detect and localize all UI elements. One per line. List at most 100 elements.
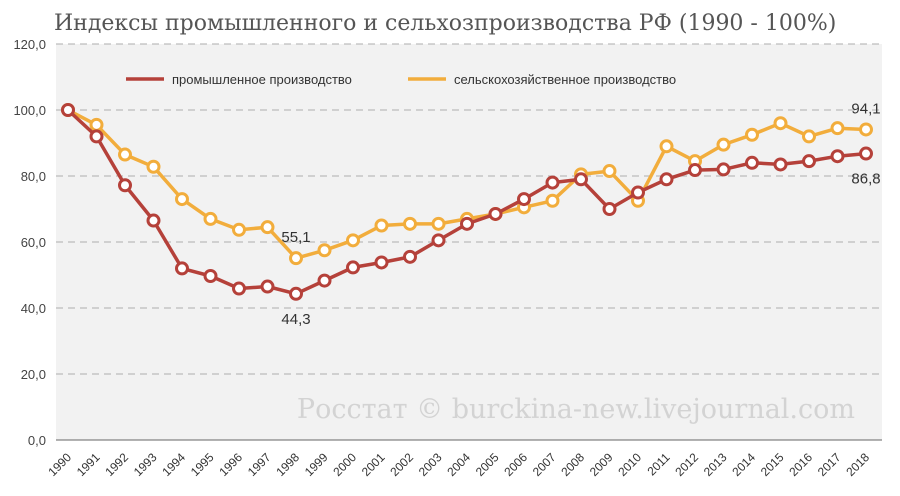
- data-point-industrial: [260, 279, 275, 294]
- legend-label-agricultural: сельскохозяйственное производство: [454, 72, 676, 87]
- x-tick-label: 2018: [843, 450, 872, 479]
- data-label: 44,3: [281, 311, 310, 328]
- data-point-industrial: [802, 154, 816, 169]
- x-tick-label: 2009: [587, 450, 616, 479]
- data-point-industrial: [574, 172, 588, 187]
- data-point-industrial: [688, 163, 702, 178]
- x-tick-label: 1997: [245, 450, 274, 479]
- series: [61, 103, 873, 301]
- x-tick-label: 2016: [786, 450, 815, 479]
- data-point-industrial: [745, 155, 759, 170]
- data-point-agricultural: [403, 216, 417, 231]
- y-tick-label: 80,0: [21, 169, 46, 184]
- x-tick-label: 2010: [615, 450, 644, 479]
- data-point-industrial: [203, 268, 218, 283]
- x-tick-label: 1996: [216, 450, 245, 479]
- y-tick-label: 60,0: [21, 235, 46, 250]
- data-point-industrial: [317, 273, 332, 288]
- data-point-industrial: [545, 175, 560, 190]
- x-tick-label: 2007: [530, 450, 559, 479]
- legend: промышленное производство сельскохозяйст…: [126, 72, 676, 87]
- data-point-agricultural: [545, 193, 560, 208]
- data-point-industrial: [89, 129, 104, 144]
- y-tick-label: 120,0: [13, 37, 46, 52]
- data-point-agricultural: [260, 220, 275, 235]
- x-tick-label: 2000: [330, 450, 359, 479]
- data-point-industrial: [859, 146, 873, 161]
- gridlines: [56, 43, 882, 441]
- y-tick-label: 0,0: [28, 433, 46, 448]
- data-label: 94,1: [851, 100, 880, 117]
- data-point-industrial: [175, 261, 189, 276]
- y-tick-label: 40,0: [21, 301, 46, 316]
- data-point-agricultural: [859, 122, 873, 137]
- data-point-industrial: [517, 192, 531, 207]
- data-label: 55,1: [281, 229, 310, 246]
- x-tick-label: 2008: [558, 450, 587, 479]
- data-point-industrial: [61, 103, 75, 117]
- data-point-agricultural: [146, 159, 161, 174]
- x-tick-label: 2014: [729, 450, 758, 479]
- x-tick-label: 1993: [131, 450, 160, 479]
- x-tick-label: 2012: [672, 450, 701, 479]
- data-point-industrial: [830, 149, 845, 164]
- data-point-industrial: [346, 260, 360, 275]
- x-tick-label: 1995: [188, 450, 217, 479]
- data-point-industrial: [602, 202, 617, 216]
- data-label: 86,8: [851, 171, 880, 188]
- data-point-agricultural: [602, 164, 617, 179]
- data-point-agricultural: [431, 216, 446, 231]
- x-tick-label: 1998: [273, 450, 302, 479]
- x-tick-label: 2004: [444, 450, 473, 479]
- data-point-industrial: [403, 249, 417, 264]
- data-point-agricultural: [659, 139, 674, 154]
- x-tick-label: 2015: [758, 450, 787, 479]
- data-point-industrial: [716, 162, 731, 177]
- x-tick-label: 2003: [416, 450, 445, 479]
- data-point-agricultural: [773, 116, 788, 131]
- y-tick-label: 100,0: [13, 103, 46, 118]
- data-point-agricultural: [374, 218, 389, 233]
- data-point-industrial: [374, 255, 389, 270]
- data-point-industrial: [118, 178, 132, 193]
- x-tick-label: 2011: [644, 450, 672, 478]
- x-tick-label: 1999: [302, 450, 331, 479]
- data-point-industrial: [460, 216, 474, 231]
- data-point-industrial: [289, 286, 303, 301]
- data-point-agricultural: [716, 137, 731, 152]
- y-tick-label: 20,0: [21, 367, 46, 382]
- data-point-agricultural: [232, 222, 246, 237]
- legend-label-industrial: промышленное производство: [172, 72, 352, 87]
- data-point-industrial: [232, 281, 246, 296]
- x-tick-label: 1990: [45, 450, 74, 479]
- data-point-agricultural: [89, 117, 104, 132]
- data-point-agricultural: [289, 251, 303, 266]
- data-point-industrial: [146, 213, 161, 228]
- y-axis: 0,0 20,0 40,0 60,0 80,0 100,0 120,0: [13, 37, 46, 448]
- x-tick-label: 1991: [74, 450, 103, 479]
- x-tick-label: 1992: [102, 450, 131, 479]
- x-axis: 1990 1991 1992 1993 1994 1995 1996 1997 1998 1999…: [45, 450, 872, 479]
- data-point-industrial: [773, 157, 788, 172]
- annotations: 44,3 55,1 94,1 86,8: [281, 100, 880, 327]
- x-tick-label: 2002: [387, 450, 416, 479]
- data-point-agricultural: [175, 192, 189, 207]
- data-point-agricultural: [317, 243, 332, 258]
- data-point-agricultural: [830, 121, 845, 136]
- data-point-agricultural: [203, 211, 218, 226]
- data-point-industrial: [631, 185, 645, 200]
- x-tick-label: 1994: [159, 450, 188, 479]
- data-point-industrial: [431, 233, 446, 248]
- data-point-agricultural: [802, 129, 816, 144]
- x-tick-label: 2006: [501, 450, 530, 479]
- x-tick-label: 2017: [815, 450, 844, 479]
- chart-title: Индексы промышленного и сельхозпроизводс…: [54, 11, 836, 36]
- x-tick-label: 2001: [359, 450, 388, 479]
- data-point-agricultural: [118, 147, 132, 162]
- data-point-agricultural: [346, 233, 360, 248]
- data-point-industrial: [659, 172, 674, 187]
- x-tick-label: 2005: [473, 450, 502, 479]
- data-point-agricultural: [745, 127, 759, 142]
- data-point-industrial: [488, 206, 503, 221]
